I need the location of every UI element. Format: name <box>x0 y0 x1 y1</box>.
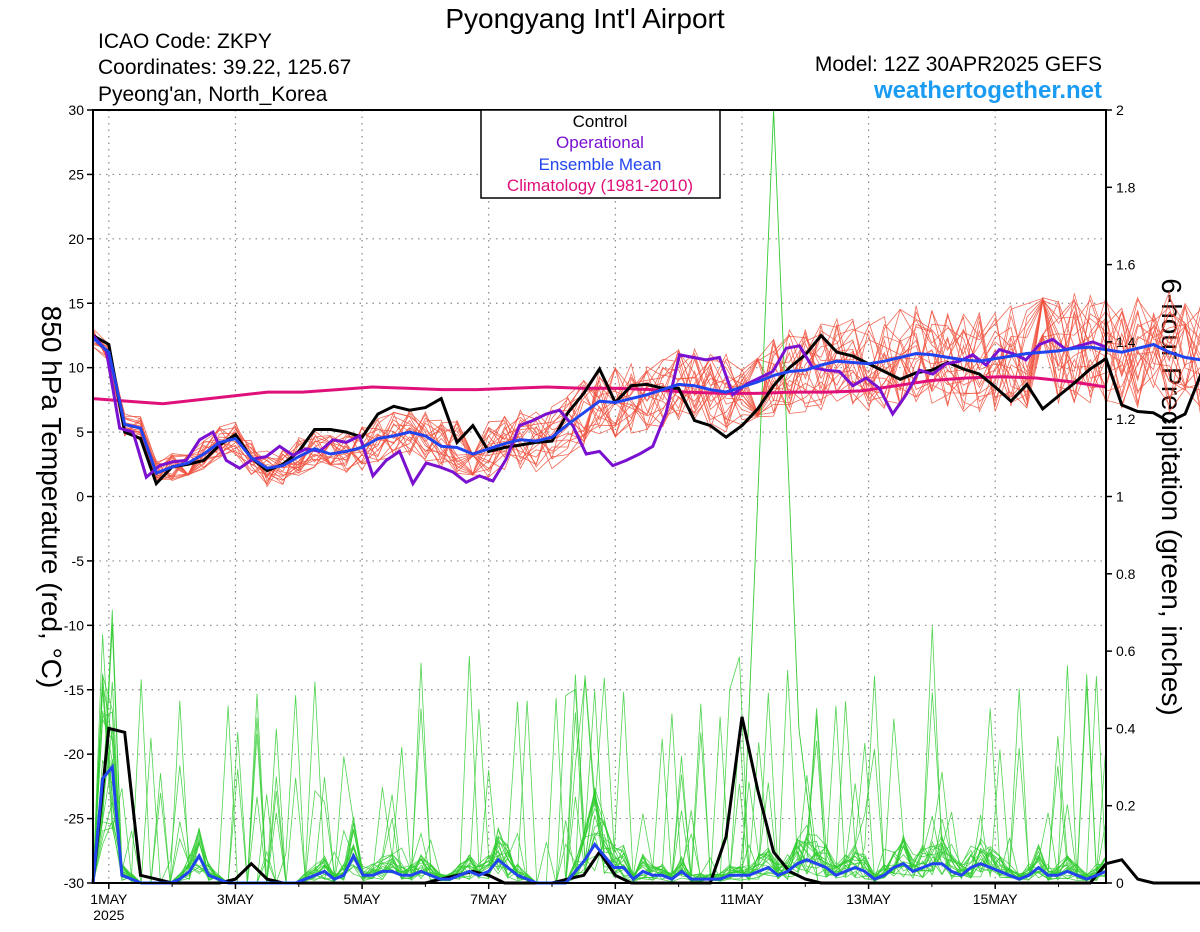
temp-member-line <box>92 298 1200 481</box>
x-year-label: 2025 <box>93 907 124 923</box>
chart-title: Pyongyang Int'l Airport <box>445 3 725 34</box>
temp-member-line <box>92 311 1200 476</box>
tick-label-right: 1 <box>1116 489 1124 505</box>
tick-label-left: 30 <box>68 102 84 118</box>
temp-mean-line <box>91 336 1200 476</box>
tick-label-right: 0.6 <box>1116 643 1136 659</box>
tick-label-left: -10 <box>64 617 84 633</box>
tick-label-right: 1.4 <box>1116 334 1136 350</box>
tick-label-right: 0.4 <box>1116 720 1136 736</box>
tick-label-left: -15 <box>64 682 84 698</box>
tick-label-right: 1.2 <box>1116 411 1136 427</box>
tick-label-x: 1MAY <box>90 891 128 907</box>
tick-label-left: 10 <box>68 360 84 376</box>
tick-label-left: 5 <box>76 424 84 440</box>
temp-member-line <box>92 300 1200 486</box>
tick-label-left: -30 <box>64 875 84 891</box>
axis-ticks: 302520151050-5-10-15-20-25-3021.81.61.41… <box>64 102 1136 923</box>
temp-member-line <box>92 297 1200 479</box>
coordinates: Coordinates: 39.22, 125.67 <box>98 56 351 79</box>
temp-member-line <box>92 296 1200 481</box>
tick-label-x: 5MAY <box>344 891 382 907</box>
temp-member-line <box>92 311 1200 477</box>
tick-label-right: 2 <box>1116 102 1124 118</box>
plot-frame <box>92 109 1107 884</box>
tick-label-right: 1.6 <box>1116 257 1136 273</box>
tick-label-x: 13MAY <box>846 891 892 907</box>
temp-member-line <box>92 293 1200 479</box>
legend: Control Operational Ensemble Mean Climat… <box>480 109 721 199</box>
tick-label-x: 3MAY <box>217 891 255 907</box>
series-lines <box>91 333 1200 885</box>
tick-label-left: -5 <box>72 553 85 569</box>
y-axis-label-left: 850 hPa Temperature (red, °C) <box>36 306 67 689</box>
tick-label-right: 1.8 <box>1116 179 1136 195</box>
site-name: weathertogether.net <box>873 77 1102 104</box>
tick-label-left: 15 <box>68 295 84 311</box>
tick-label-left: -25 <box>64 811 84 827</box>
temp-member-line <box>92 300 1200 476</box>
tick-label-right: 0.2 <box>1116 798 1136 814</box>
icao-code: ICAO Code: ZKPY <box>98 30 272 53</box>
temp-member-line <box>92 297 1200 485</box>
precip-member-line <box>92 701 1107 884</box>
legend-ensemble-mean: Ensemble Mean <box>539 155 662 174</box>
tick-label-x: 7MAY <box>470 891 508 907</box>
region: Pyeong'an, North_Korea <box>98 83 328 106</box>
legend-box <box>480 109 721 199</box>
tick-label-left: 25 <box>68 166 84 182</box>
grid-lines <box>93 109 1106 884</box>
tick-label-left: 20 <box>68 231 84 247</box>
temp-climatology-line <box>92 375 1107 406</box>
tick-label-right: 0 <box>1116 875 1124 891</box>
temp-operational-line <box>91 334 1107 487</box>
precip-member-spike <box>741 109 819 884</box>
tick-label-left: 0 <box>76 489 84 505</box>
legend-operational: Operational <box>556 133 644 152</box>
model-run: Model: 12Z 30APR2025 GEFS <box>815 53 1102 76</box>
tick-label-left: -20 <box>64 746 84 762</box>
legend-climatology: Climatology (1981-2010) <box>507 176 693 195</box>
tick-label-right: 0.8 <box>1116 566 1136 582</box>
tick-label-x: 11MAY <box>720 891 764 907</box>
legend-control: Control <box>573 112 628 131</box>
tick-label-x: 15MAY <box>973 891 1019 907</box>
tick-label-x: 9MAY <box>597 891 635 907</box>
